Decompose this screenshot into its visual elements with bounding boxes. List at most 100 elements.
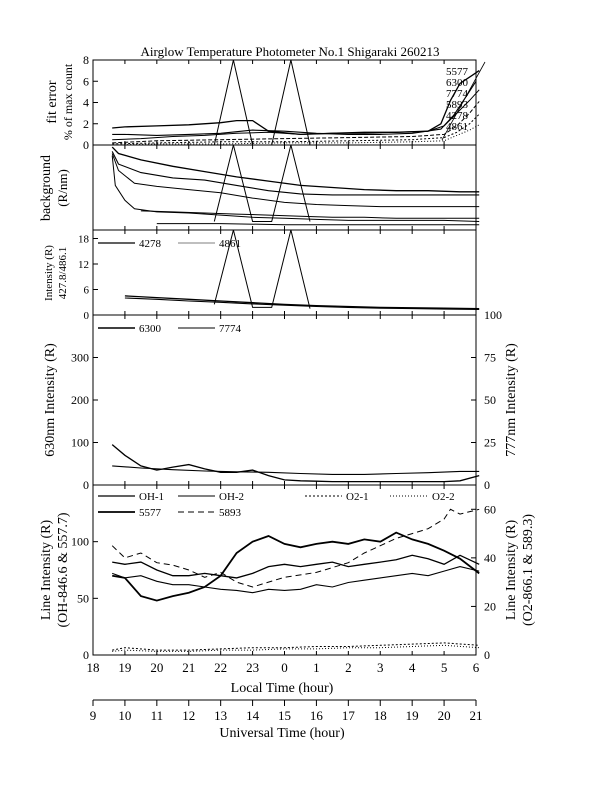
int-ylabel1: Intensity (R) [43,245,55,301]
lt-tick-label: 21 [182,660,195,675]
ut-tick-label: 13 [214,708,227,723]
fit-ylabel2: % of max count [61,63,75,140]
r630-ytick-label: 200 [71,393,89,407]
panel-bg-frame [92,144,477,231]
fit-legend-7774: 7774 [446,88,469,100]
r630-series-line [112,465,480,475]
lt-tick-label: 2 [345,660,352,675]
r630-series-line [111,444,480,483]
int-ytick-label: 6 [84,285,90,297]
o2-ylabel1: Line Intensity (R) [504,520,519,621]
ut-tick-label: 18 [374,708,387,723]
fit-series-line [213,59,311,146]
o2-ylabel2: (O2-866.1 & 589.3) [521,514,536,626]
bg-series-line [156,223,480,226]
fit-ytick-label: 0 [83,138,89,152]
legend-oh2: OH-2 [219,491,244,503]
ut-tick-label: 10 [118,708,131,723]
int-ylabel2: 427.8/486.1 [57,247,69,300]
lt-tick-label: 3 [377,660,384,675]
int-ytick-label: 12 [78,259,89,271]
bg-series-line [111,153,480,208]
r630-ytick-label: 300 [71,351,89,365]
legend-5577: 5577 [139,507,162,519]
int-series-line [124,295,480,310]
legend-5893: 5893 [219,507,242,519]
lt-tick-label: 18 [87,660,100,675]
lt-axis-label: Local Time (hour) [231,681,334,696]
r630-ylabel: 630nm Intensity (R) [43,343,58,457]
fit-series-line [112,113,480,145]
fit-ytick-label: 2 [83,117,89,131]
lt-tick-label: 0 [281,660,288,675]
ut-tick-label: 20 [438,708,451,723]
r630-y2tick-label: 75 [484,351,496,365]
oh-y2tick-label: 20 [484,599,496,613]
fit-ytick-label: 8 [83,53,89,67]
bg-series-line [213,144,311,222]
panel-630-frame [92,314,477,486]
fit-series-line [112,101,480,144]
oh-ytick-label: 50 [77,591,89,605]
fit-ytick-label: 6 [83,74,89,88]
ut-tick-label: 16 [310,708,324,723]
lt-tick-label: 4 [409,660,416,675]
fit-legend-4861: 4861 [446,121,468,133]
r630-y2tick-label: 50 [484,393,496,407]
r777-ylabel: 777nm Intensity (R) [504,343,519,457]
lt-tick-label: 20 [150,660,163,675]
fit-ytick-label: 4 [83,96,89,110]
fit-legend-5577: 5577 [446,66,469,78]
int-series-line [124,297,480,311]
legend-o21: O2-1 [346,491,369,503]
oh-y2tick-label: 60 [484,502,496,516]
oh-ylabel1: Line Intensity (R) [39,520,54,621]
int-series-line [213,229,311,309]
bg-series-line [111,155,480,222]
oh-series-line [112,531,480,602]
lt-tick-label: 5 [441,660,448,675]
ut-tick-label: 9 [90,708,97,723]
int-ytick-label: 18 [78,234,90,246]
legend-7774: 7774 [219,323,242,335]
bg-series-line [140,210,480,219]
legend-oh1: OH-1 [139,491,164,503]
ut-tick-label: 15 [278,708,291,723]
oh-series-line [112,566,480,594]
lt-tick-label: 6 [473,660,480,675]
ut-tick-label: 12 [182,708,195,723]
oh-ylabel2: (OH-846.6 & 557.7) [56,512,71,627]
oh-series-line [112,644,480,652]
legend-4278: 4278 [139,238,162,250]
oh-y2tick-label: 0 [484,648,490,662]
bg-series-line [111,151,480,196]
lt-tick-label: 22 [214,660,227,675]
oh-y2tick-label: 40 [484,551,496,565]
legend-o22: O2-2 [432,491,455,503]
bg-series-line [111,146,480,193]
r630-y2tick-label: 100 [484,308,502,322]
oh-ytick-label: 100 [71,535,89,549]
int-ytick-label: 0 [84,310,90,322]
bg-ylabel2: (R/nm) [55,169,70,207]
oh-series-line [111,508,480,588]
fit-series-line [112,89,480,141]
oh-series-line [112,554,480,579]
figure-title: Airglow Temperature Photometer No.1 Shig… [141,44,440,59]
oh-series-line [112,642,480,651]
ut-tick-label: 19 [406,708,419,723]
ut-tick-label: 11 [151,708,164,723]
fit-ylabel1: fit error [45,80,60,123]
lt-tick-label: 19 [118,660,131,675]
r630-ytick-label: 100 [71,436,89,450]
fit-series-line [112,81,477,136]
lt-tick-label: 1 [313,660,320,675]
ut-tick-label: 21 [470,708,483,723]
ut-axis-label: Universal Time (hour) [219,726,345,741]
r630-ytick-label: 0 [83,478,89,492]
lt-tick-label: 23 [246,660,259,675]
plot-layer: 0246806121801002003000255075100050100020… [71,53,502,723]
r630-y2tick-label: 25 [484,436,496,450]
r630-y2tick-label: 0 [484,478,490,492]
